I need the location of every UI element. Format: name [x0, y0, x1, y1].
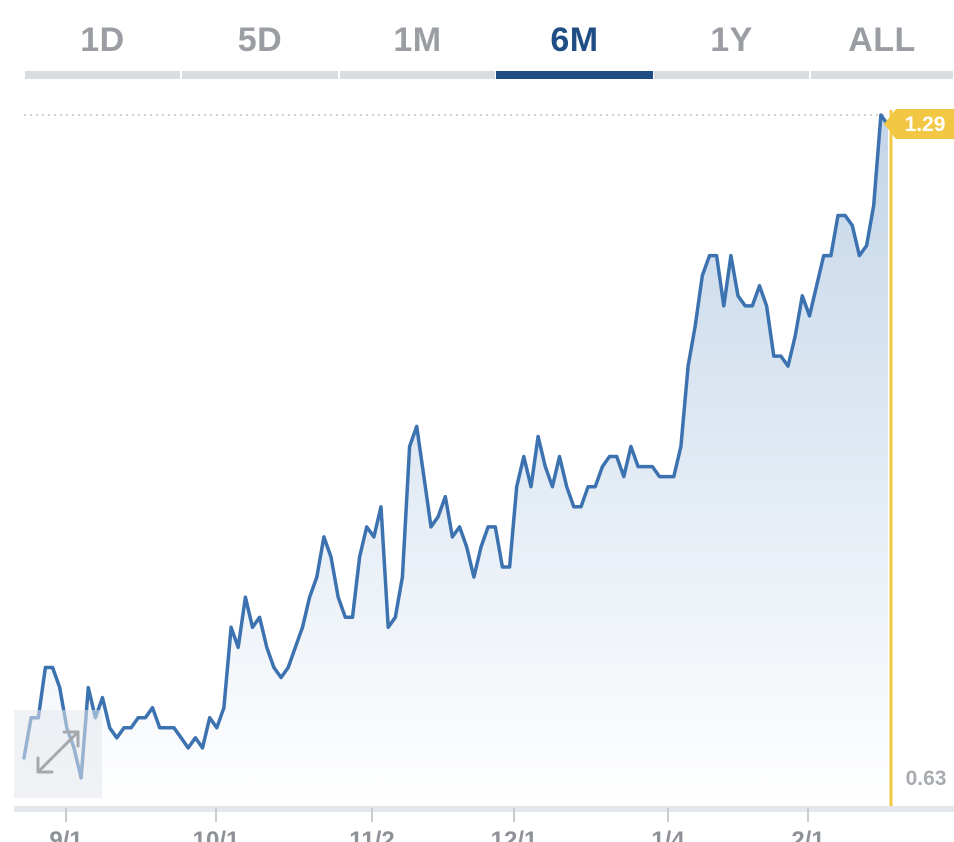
expand-button[interactable] [14, 710, 102, 798]
x-tick-label: 11/2 [349, 827, 394, 842]
tab-underline [811, 71, 953, 79]
range-tabs: 1D 5D 1M 6M 1Y ALL [24, 0, 954, 80]
price-line [22, 113, 890, 780]
x-tick-label: 9/1 [49, 827, 82, 842]
tab-label: ALL [848, 21, 916, 59]
tab-label: 6M [550, 21, 599, 59]
x-axis-ticks: 9/1 10/1 11/2 12/1 1/4 2/1 [49, 808, 825, 842]
x-tick-label: 12/1 [491, 827, 538, 842]
tab-underline [25, 71, 180, 79]
tab-underline [340, 71, 495, 79]
max-value-badge [884, 109, 954, 139]
tab-1y[interactable]: 1Y [653, 0, 810, 80]
max-value-tag: 1.29 [884, 109, 954, 139]
price-chart: 9/1 10/1 11/2 12/1 1/4 2/1 1.29 0.63 [14, 109, 954, 842]
x-axis-bar [14, 806, 954, 812]
tab-1d[interactable]: 1D [24, 0, 181, 80]
min-value-label: 0.63 [906, 767, 947, 790]
x-tick-label: 1/4 [651, 827, 685, 842]
tab-1m[interactable]: 1M [339, 0, 496, 80]
area-fill [24, 115, 888, 806]
x-tick-label: 10/1 [193, 827, 240, 842]
tab-label: 5D [237, 21, 283, 59]
tab-underline-active [496, 71, 653, 79]
tab-label: 1M [393, 21, 442, 59]
tab-label: 1D [80, 21, 125, 59]
tab-underline [654, 71, 809, 79]
tab-underline [182, 71, 338, 79]
tab-6m[interactable]: 6M [496, 0, 653, 80]
max-value-label: 1.29 [905, 113, 946, 136]
tab-all[interactable]: ALL [810, 0, 954, 80]
expand-diagonal-arrows-icon [36, 730, 80, 774]
tab-5d[interactable]: 5D [181, 0, 339, 80]
tab-label: 1Y [710, 21, 753, 59]
x-tick-label: 2/1 [791, 827, 824, 842]
